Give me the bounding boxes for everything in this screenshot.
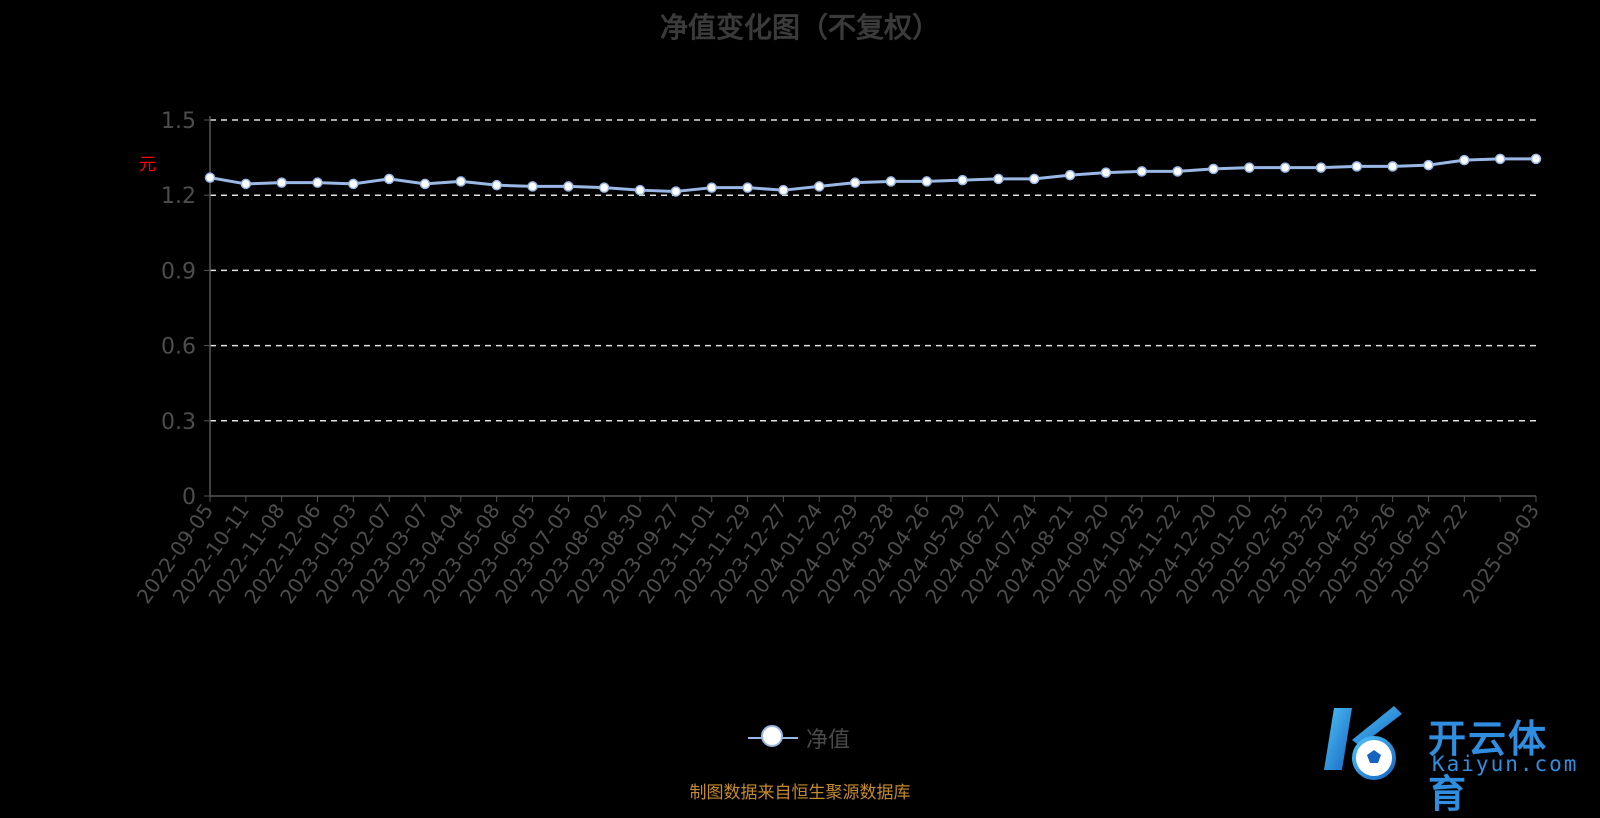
- legend-circle-icon: [761, 725, 783, 747]
- data-point: [921, 176, 933, 187]
- data-point: [706, 182, 717, 193]
- data-point: [1064, 169, 1076, 181]
- data-point: [1494, 153, 1506, 165]
- y-tick-label: 0.9: [161, 259, 196, 284]
- source-note: 制图数据来自恒生聚源数据库: [689, 783, 911, 803]
- data-point: [598, 182, 610, 193]
- x-tick-label: 2025-09-03: [1458, 499, 1544, 608]
- data-point: [1315, 162, 1327, 173]
- legend-label: 净值: [806, 728, 851, 753]
- grid-lines: [210, 119, 1536, 422]
- data-point: [419, 178, 431, 190]
- chart-title: 净值变化图（不复权）: [659, 11, 940, 44]
- legend[interactable]: 净值: [748, 720, 850, 756]
- data-point: [885, 176, 897, 187]
- data-point: [312, 177, 323, 188]
- x-tick-labels: 2022-09-052022-10-112022-11-082022-12-06…: [132, 499, 1544, 608]
- y-tick-label: 0: [182, 485, 196, 510]
- data-point: [383, 173, 395, 185]
- data-point: [1387, 161, 1398, 172]
- axes: [204, 116, 1537, 502]
- data-point: [1279, 162, 1291, 173]
- data-point: [849, 177, 861, 188]
- data-point: [491, 179, 502, 191]
- y-tick-label: 0.6: [161, 335, 196, 360]
- data-point: [1351, 161, 1363, 172]
- kaiyun-watermark-logo: 开云体育 Kaiyun.com: [1316, 700, 1586, 816]
- data-point: [1244, 162, 1255, 173]
- data-point: [1208, 163, 1219, 175]
- y-axis-unit-label: 元: [139, 155, 156, 175]
- k-ball-logo-icon: [1324, 706, 1402, 780]
- plot-area: [204, 153, 1542, 197]
- series-line: [209, 157, 1536, 193]
- y-tick-label: 1.5: [161, 109, 196, 134]
- legend-line-marker: [748, 725, 798, 747]
- y-tick-label: 1.2: [161, 184, 196, 209]
- data-point: [993, 173, 1004, 185]
- data-point: [1100, 167, 1112, 178]
- data-point: [276, 177, 287, 188]
- data-point: [563, 181, 574, 192]
- data-point: [1459, 154, 1470, 166]
- data-point: [1530, 153, 1542, 165]
- data-point: [1172, 166, 1183, 177]
- data-point: [957, 174, 968, 186]
- y-tick-label: 0.3: [161, 410, 196, 435]
- watermark-url: Kaiyun.com: [1432, 752, 1579, 776]
- data-point: [1423, 159, 1434, 171]
- data-point: [813, 181, 825, 192]
- data-point: [455, 176, 467, 187]
- data-point: [527, 181, 538, 192]
- data-point: [634, 184, 646, 196]
- y-tick-labels: 1.5 1.2 0.9 0.6 0.3 0: [161, 109, 196, 510]
- data-point: [778, 184, 789, 196]
- data-point: [1029, 173, 1040, 185]
- data-point: [204, 172, 216, 183]
- data-point: [1136, 166, 1148, 177]
- data-point: [670, 186, 682, 197]
- nav-line-chart: 1.5 1.2 0.9 0.6 0.3 0 2022-09-052022-10-11202…: [132, 109, 1544, 608]
- data-point: [742, 182, 753, 193]
- data-point: [240, 178, 252, 190]
- data-point: [348, 178, 359, 190]
